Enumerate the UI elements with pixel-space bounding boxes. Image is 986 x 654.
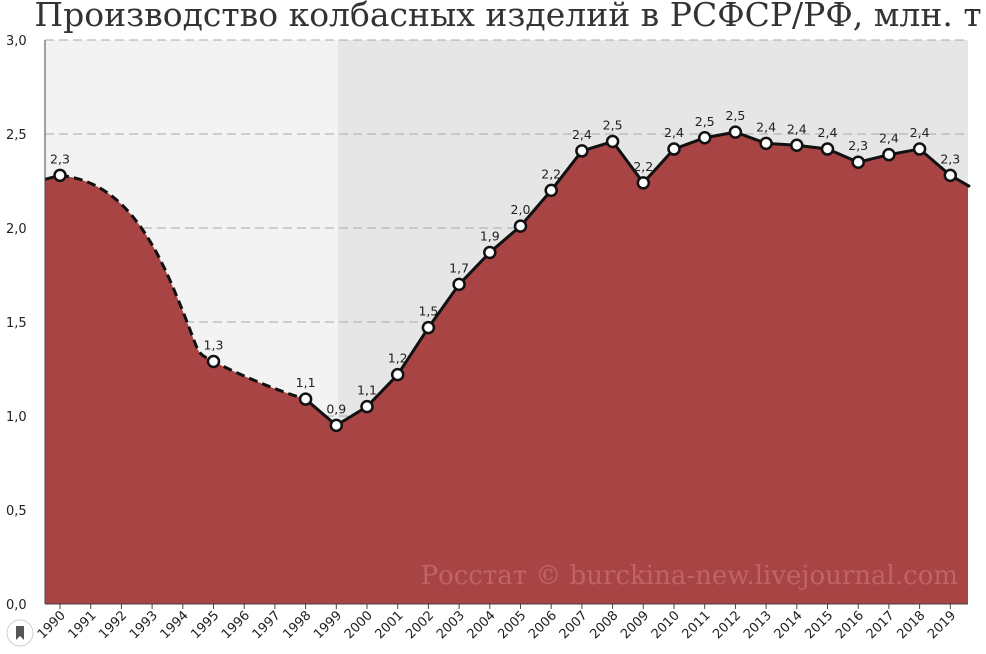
x-tick-label: 2017 [864,608,898,642]
data-label-2003: 1,7 [449,260,469,275]
data-label-2014: 2,4 [787,121,807,136]
x-tick-label: 2016 [833,608,867,642]
x-tick-label: 1998 [280,608,314,642]
x-tick-label: 1990 [35,608,69,642]
x-tick-label: 2015 [802,608,836,642]
y-axis-ticks: 0,0 0,5 1,0 1,5 2,0 2,5 3,0 [6,34,27,613]
x-tick-label: 1996 [219,608,253,642]
data-label-2002: 1,5 [418,304,438,319]
data-point-2018 [912,142,927,156]
data-point-2009 [636,176,651,190]
y-tick-label: 0,0 [6,598,27,613]
x-tick-label: 2018 [894,608,928,642]
data-point-1990 [53,168,67,183]
x-tick-label: 2014 [772,608,806,642]
x-tick-label: 2010 [649,608,683,642]
x-tick-label: 2019 [925,608,959,642]
data-point-2017 [882,147,896,162]
x-tick-label: 1993 [127,608,161,642]
data-label-1995: 1,3 [204,337,224,352]
data-point-2010 [667,142,681,156]
x-tick-label: 2013 [741,608,775,642]
y-tick-label: 2,5 [6,128,27,143]
data-label-2000: 1,1 [357,383,377,398]
x-tick-label: 2007 [557,608,591,642]
data-label-2019: 2,3 [940,151,960,166]
data-point-2001 [390,367,405,382]
data-label-2018: 2,4 [910,125,930,140]
area-layer [45,132,970,604]
x-tick-label: 2002 [403,608,437,642]
data-point-1995 [206,354,221,369]
data-label-2007: 2,4 [572,127,592,142]
x-tick-label: 2008 [587,608,621,642]
y-tick-label: 3,0 [6,34,27,49]
data-label-2006: 2,2 [541,166,561,181]
data-label-2017: 2,4 [879,131,899,146]
data-point-2019 [943,168,958,183]
data-point-2002 [421,320,436,335]
data-label-2001: 1,2 [388,351,408,366]
x-tick-label: 1992 [96,608,130,642]
production-area [45,132,970,604]
x-tick-label: 1994 [158,608,192,642]
data-point-2015 [820,142,835,156]
data-label-2004: 1,9 [480,228,500,243]
data-point-2011 [697,131,712,145]
y-tick-label: 0,5 [6,504,27,519]
y-tick-label: 2,0 [6,222,27,237]
y-tick-label: 1,0 [6,410,27,425]
x-tick-label: 2012 [710,608,744,642]
series-line-interpolated [59,173,307,401]
x-tick-label: 1999 [311,608,345,642]
data-point-1999 [329,418,344,433]
data-label-2012: 2,5 [725,108,745,123]
data-label-2008: 2,5 [603,118,623,133]
data-point-1998 [298,392,313,406]
x-tick-label: 1997 [250,608,284,642]
watermark: Росстат © burckina-new.livejournal.com [421,561,958,591]
data-point-2014 [790,138,804,153]
x-tick-label: 2009 [618,608,652,642]
data-point-2016 [851,155,865,169]
data-point-2000 [360,399,374,414]
y-tick-label: 1,5 [6,316,27,331]
data-label-1999: 0,9 [326,401,346,416]
data-labels: 2,3 1,3 1,1 0,9 1,1 1,2 1,5 1,7 1,9 2,0 2,2 2,4 2,5 2… [50,108,960,416]
data-point-2012 [728,125,743,139]
x-tick-label: 2006 [526,608,560,642]
x-tick-label: 2005 [495,608,529,642]
data-label-2013: 2,4 [756,119,776,134]
data-label-2016: 2,3 [848,138,868,153]
data-point-2007 [575,144,589,158]
x-tick-label: 2004 [465,608,499,642]
data-label-2011: 2,5 [695,114,715,129]
data-label-2015: 2,4 [818,125,838,140]
x-tick-label: 2001 [373,608,407,642]
data-label-1998: 1,1 [296,375,316,390]
data-point-2006 [544,183,558,198]
x-tick-label: 1995 [188,608,222,642]
x-tick-label: 2011 [680,608,714,642]
data-point-2013 [759,136,773,151]
x-tick-label: 2003 [434,608,468,642]
chart-title: Производство колбасных изделий в РСФСР/Р… [34,0,981,34]
x-tick-label: 2000 [342,608,376,642]
scroll-handle-icon[interactable] [6,619,34,647]
data-label-2005: 2,0 [511,202,531,217]
data-point-2003 [452,277,466,292]
data-point-2005 [513,219,528,233]
data-point-2008 [605,134,620,149]
x-tick-label: 1991 [66,608,100,642]
x-axis-ticks: 1990199119921993199419951996199719981999… [35,604,959,642]
data-point-2004 [483,245,497,260]
data-label-2010: 2,4 [664,125,684,140]
data-label-1990: 2,3 [50,151,70,166]
data-label-2009: 2,2 [633,159,653,174]
data-points [53,125,958,433]
